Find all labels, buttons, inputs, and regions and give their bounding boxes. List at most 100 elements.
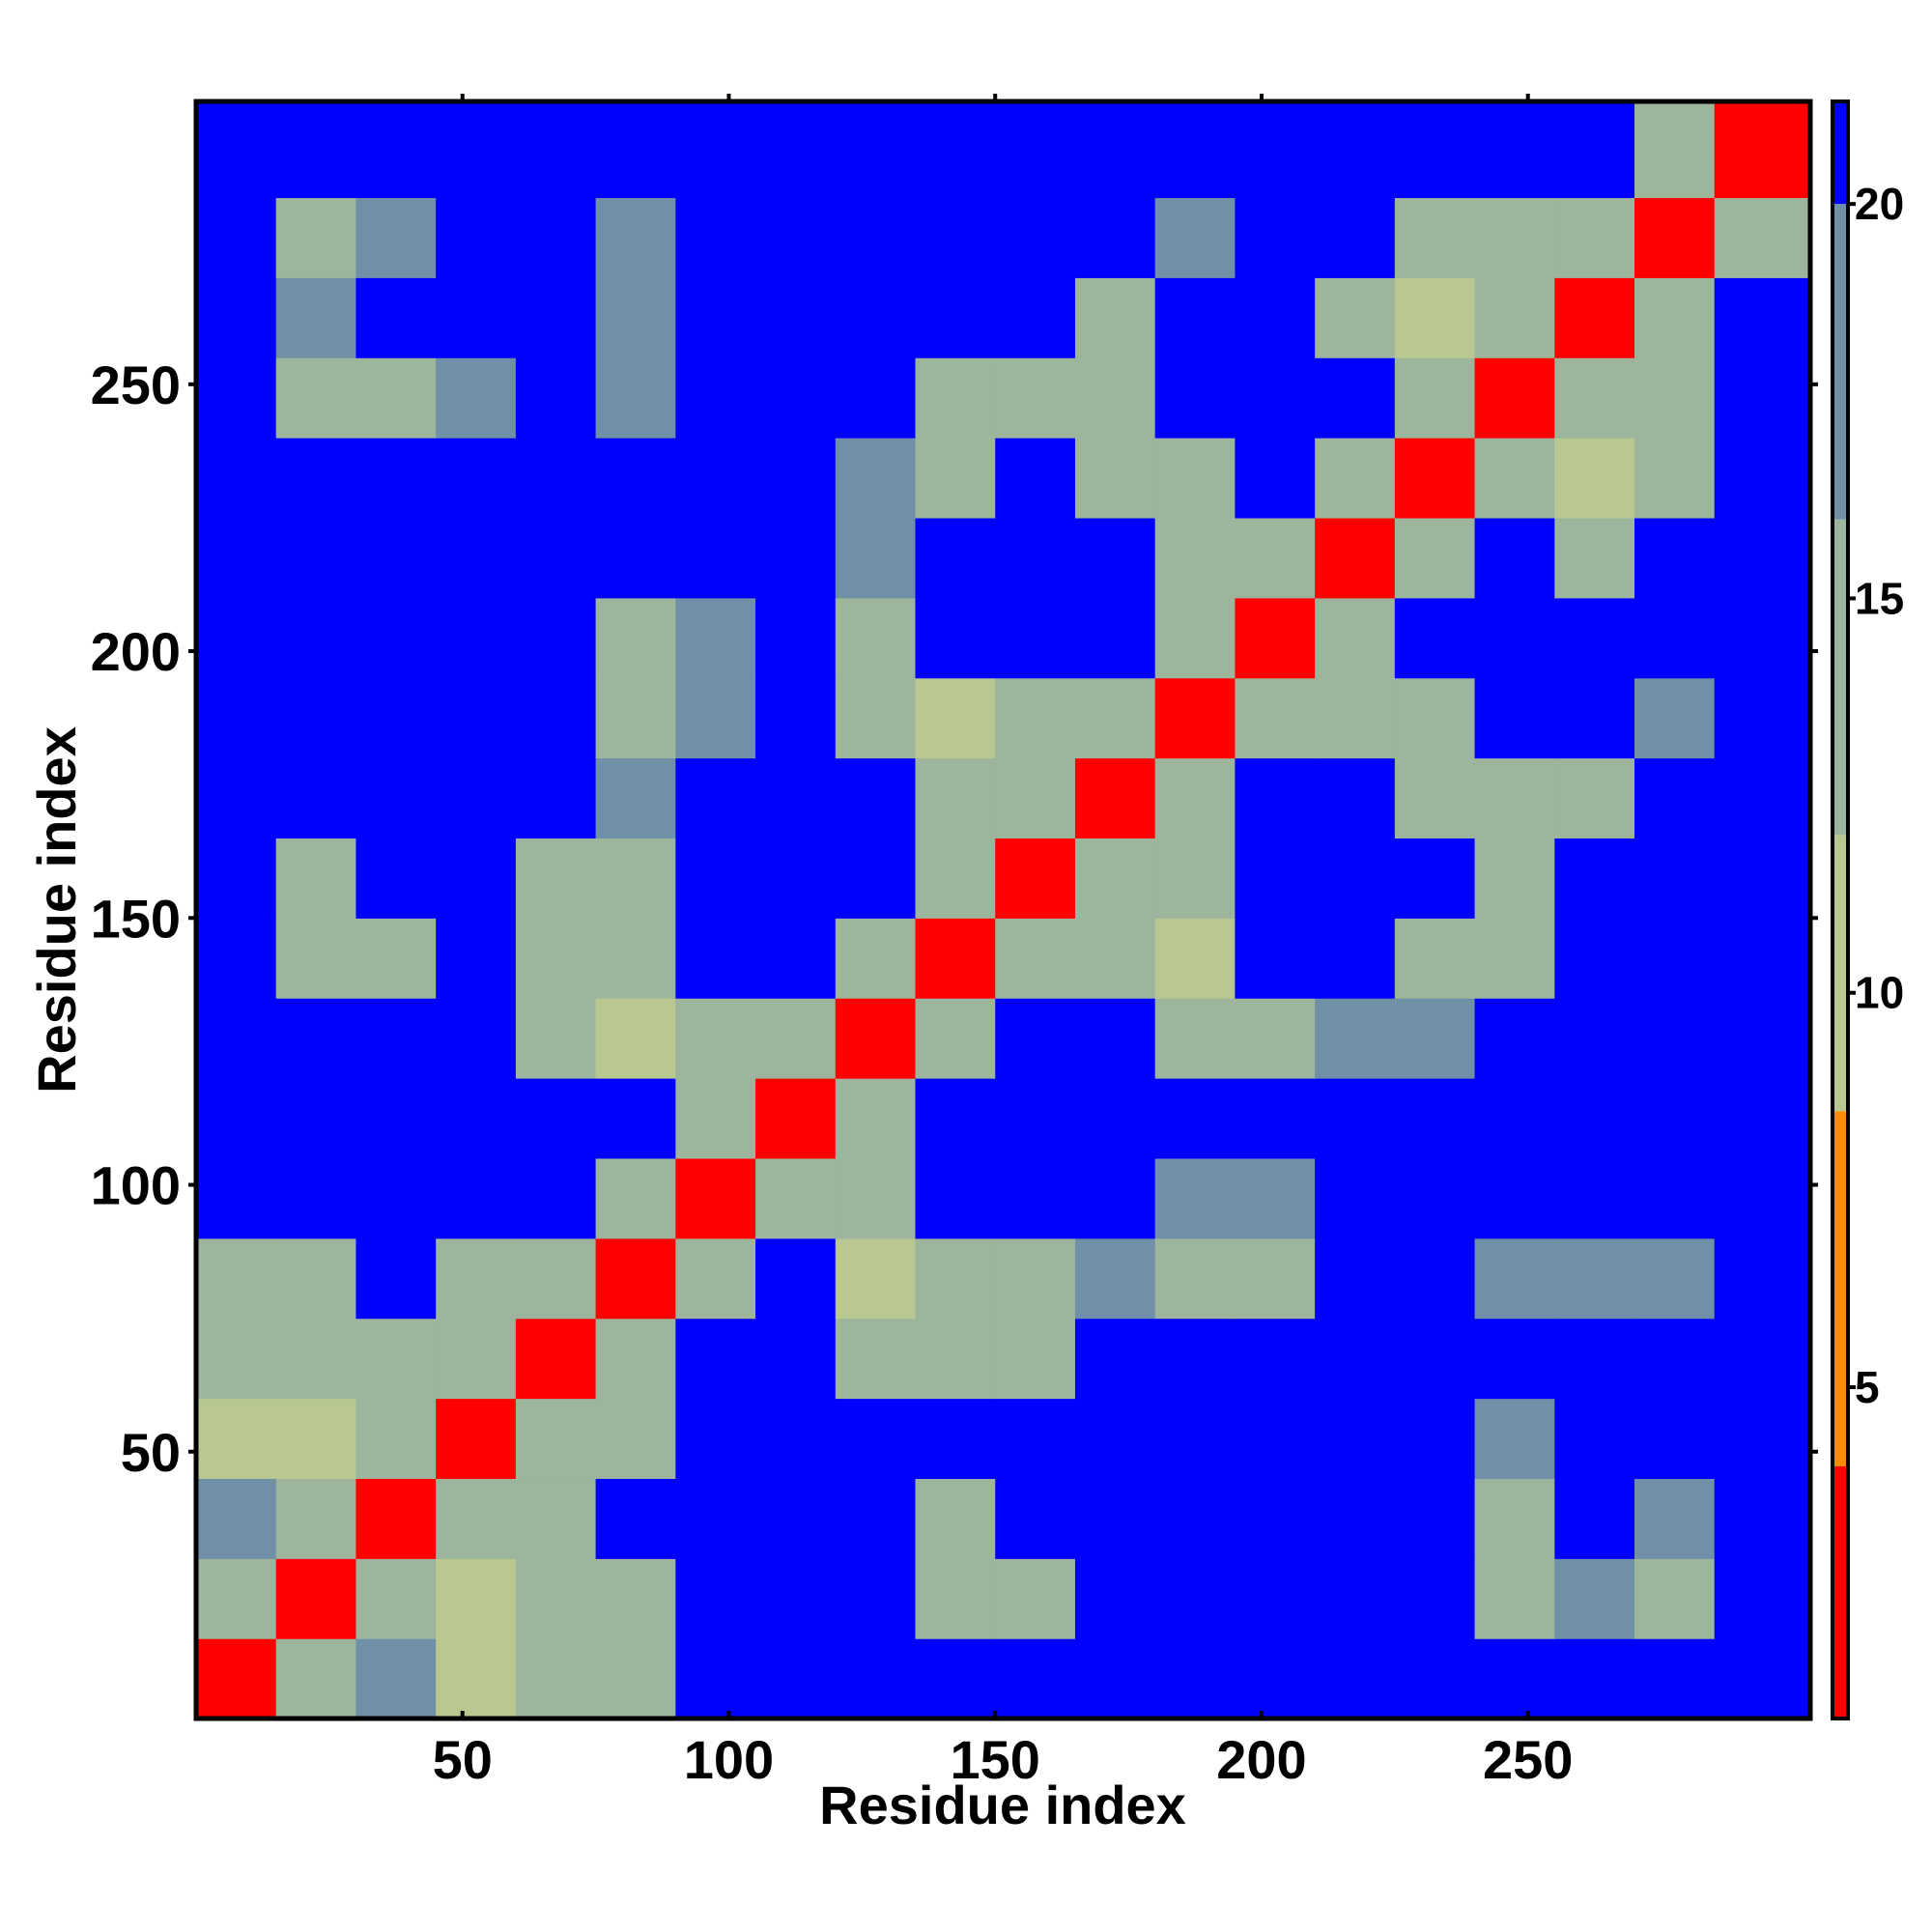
heatmap-cell: [1394, 277, 1476, 358]
heatmap-cell: [1554, 438, 1635, 519]
heatmap-cell: [995, 1478, 1076, 1559]
heatmap-cell: [675, 1078, 756, 1159]
heatmap-cell: [1554, 1558, 1635, 1639]
heatmap-cell: [515, 1638, 597, 1719]
heatmap-cell: [1474, 838, 1555, 919]
heatmap-cell: [196, 438, 277, 519]
heatmap-cell: [355, 1078, 437, 1159]
heatmap-cell: [515, 1078, 597, 1159]
heatmap-cell: [675, 1638, 756, 1719]
heatmap-cell: [1394, 1398, 1476, 1479]
heatmap-cell: [515, 1237, 597, 1320]
heatmap-cell: [436, 757, 517, 839]
heatmap-cell: [595, 918, 676, 999]
heatmap-cell: [995, 677, 1076, 759]
heatmap-cell: [915, 1638, 996, 1719]
heatmap-cell: [595, 1398, 676, 1479]
heatmap-cell: [1554, 1478, 1635, 1559]
heatmap-cell: [515, 1558, 597, 1639]
heatmap-cell: [1714, 1318, 1811, 1400]
heatmap-cell: [595, 517, 676, 599]
heatmap-cell: [915, 1398, 996, 1479]
heatmap-cell: [1235, 838, 1316, 919]
heatmap-cell: [995, 757, 1076, 839]
heatmap-cell: [1154, 1398, 1236, 1479]
heatmap-cell: [196, 1558, 277, 1639]
colorbar-segment: [1833, 204, 1848, 520]
heatmap-cell: [755, 1078, 837, 1159]
heatmap-cell: [1074, 1398, 1156, 1479]
heatmap-cell: [1554, 838, 1635, 919]
heatmap-cell: [1154, 1638, 1236, 1719]
heatmap-cell: [1474, 597, 1555, 679]
colorbar-segment: [1833, 1465, 1848, 1719]
heatmap-cell: [275, 1478, 357, 1559]
heatmap-cell: [1394, 597, 1476, 679]
heatmap-cell: [355, 1478, 437, 1559]
heatmap-cell: [436, 101, 517, 199]
heatmap-cell: [1154, 517, 1236, 599]
heatmap-cell: [1714, 357, 1811, 439]
heatmap-cell: [1235, 1157, 1316, 1239]
heatmap-cell: [515, 197, 597, 278]
heatmap-cell: [436, 1478, 517, 1559]
colorbar-tick-label: 20: [1855, 179, 1904, 229]
heatmap-cell: [515, 918, 597, 999]
heatmap-cell: [835, 1237, 917, 1320]
heatmap-cell: [1714, 918, 1811, 999]
heatmap-cell: [675, 1318, 756, 1400]
heatmap-cell: [1235, 1078, 1316, 1159]
heatmap-cell: [1154, 838, 1236, 919]
heatmap-cell: [1154, 1078, 1236, 1159]
heatmap-cell: [355, 998, 437, 1079]
heatmap-cell: [1554, 101, 1635, 199]
heatmap-cell: [196, 998, 277, 1079]
heatmap-cell: [436, 197, 517, 278]
heatmap-cell: [1394, 357, 1476, 439]
heatmap-cell: [915, 277, 996, 358]
heatmap-cell: [515, 277, 597, 358]
heatmap-cell: [835, 517, 917, 599]
heatmap-cell: [1634, 918, 1716, 999]
x-tick-label: 100: [684, 1729, 774, 1790]
heatmap-cell: [355, 757, 437, 839]
heatmap-cell: [275, 677, 357, 759]
heatmap-cell: [1714, 101, 1811, 199]
heatmap-cell: [675, 998, 756, 1079]
heatmap-cell: [755, 277, 837, 358]
heatmap-cell: [1474, 517, 1555, 599]
heatmap-cell: [835, 1157, 917, 1239]
heatmap-cell: [1154, 677, 1236, 759]
heatmap-cell: [1315, 438, 1396, 519]
heatmap-cell: [995, 998, 1076, 1079]
heatmap-cell: [1394, 1478, 1476, 1559]
heatmap-cell: [196, 1078, 277, 1159]
heatmap-cell: [196, 517, 277, 599]
y-tick-label: 250: [91, 355, 181, 415]
heatmap-cell: [1315, 517, 1396, 599]
heatmap-cell: [1315, 677, 1396, 759]
heatmap-cell: [1235, 998, 1316, 1079]
heatmap-cell: [595, 1157, 676, 1239]
heatmap-cell: [1154, 1237, 1236, 1320]
heatmap-cell: [1235, 757, 1316, 839]
heatmap-cell: [515, 677, 597, 759]
heatmap-cell: [1634, 1638, 1716, 1719]
heatmap-cell: [355, 1398, 437, 1479]
heatmap-cell: [675, 357, 756, 439]
heatmap-cell: [915, 1478, 996, 1559]
heatmap-cell: [1235, 357, 1316, 439]
heatmap-cell: [355, 677, 437, 759]
heatmap-cell: [1634, 1478, 1716, 1559]
heatmap-cell: [515, 517, 597, 599]
heatmap-cell: [1315, 998, 1396, 1079]
heatmap-cell: [1634, 517, 1716, 599]
heatmap-cell: [355, 277, 437, 358]
heatmap-cell: [915, 597, 996, 679]
heatmap-cell: [1554, 1318, 1635, 1400]
heatmap-cell: [915, 1558, 996, 1639]
heatmap-cell: [755, 918, 837, 999]
heatmap-cell: [1074, 1558, 1156, 1639]
heatmap-cell: [835, 838, 917, 919]
heatmap-cell: [1154, 918, 1236, 999]
